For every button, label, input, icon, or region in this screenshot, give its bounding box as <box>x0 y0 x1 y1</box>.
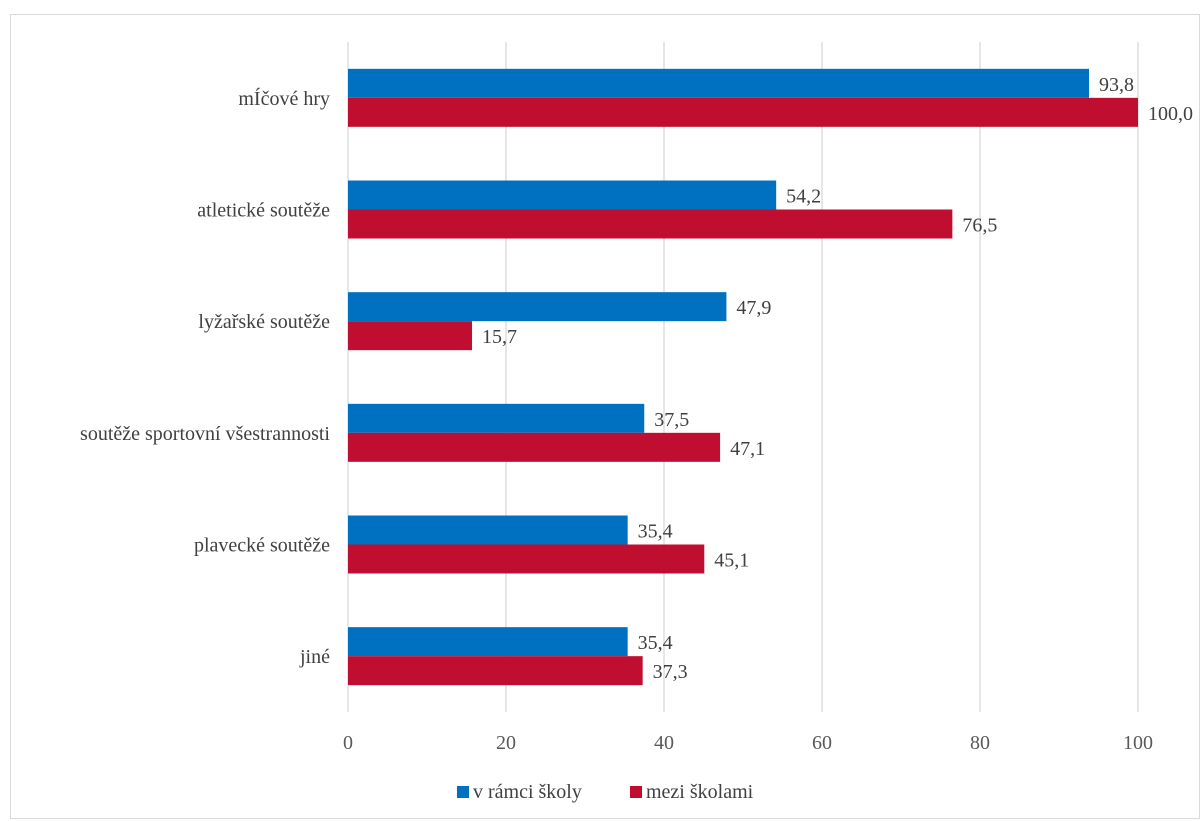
x-tick-label: 0 <box>343 732 353 754</box>
data-label: 47,9 <box>736 297 771 319</box>
bars <box>348 68 1138 686</box>
data-label: 54,2 <box>786 186 821 208</box>
category-label: atletické soutěže <box>197 200 330 222</box>
bar-v-ramci-skoly <box>348 515 628 545</box>
category-label: mÍčové hry <box>238 87 330 110</box>
bar-v-ramci-skoly <box>348 292 727 322</box>
data-label: 76,5 <box>962 215 997 237</box>
bar-v-ramci-skoly <box>348 627 628 657</box>
data-label: 45,1 <box>714 550 749 572</box>
data-label: 47,1 <box>730 438 765 460</box>
bar-mezi-skolami <box>348 656 643 686</box>
bar-v-ramci-skoly <box>348 180 777 210</box>
legend-swatch-v-ramci-skoly <box>457 786 469 798</box>
category-labels: mÍčové hry atletické soutěže lyžařské sout… <box>80 87 330 668</box>
data-label: 93,8 <box>1099 74 1134 96</box>
legend-label-mezi-skolami: mezi školami <box>646 781 754 803</box>
category-label: lyžařské soutěže <box>198 311 330 333</box>
data-label: 37,3 <box>653 661 688 683</box>
gridlines <box>347 42 1139 712</box>
data-label: 100,0 <box>1148 103 1193 125</box>
x-tick-label: 80 <box>970 732 990 754</box>
legend: v rámci školy mezi školami <box>457 781 754 803</box>
x-tick-label: 100 <box>1123 732 1153 754</box>
x-tick-label: 20 <box>496 732 516 754</box>
legend-label-v-ramci-skoly: v rámci školy <box>473 781 582 803</box>
data-label: 37,5 <box>654 409 689 431</box>
category-label: jiné <box>299 646 330 668</box>
x-tick-label: 60 <box>812 732 832 754</box>
legend-swatch-mezi-skolami <box>630 786 642 798</box>
category-label: soutěže sportovní všestrannosti <box>80 423 330 445</box>
category-label: plavecké soutěže <box>194 535 330 557</box>
bar-v-ramci-skoly <box>348 403 645 433</box>
data-label: 15,7 <box>482 326 517 348</box>
chart-frame <box>10 14 1200 819</box>
bar-mezi-skolami <box>348 544 705 574</box>
x-tick-label: 40 <box>654 732 674 754</box>
bar-mezi-skolami <box>348 209 953 239</box>
bar-v-ramci-skoly <box>348 68 1090 98</box>
bar-mezi-skolami <box>348 432 721 462</box>
x-tick-labels: 0 20 40 60 80 100 <box>343 732 1153 754</box>
data-label: 35,4 <box>638 521 673 543</box>
data-labels: 93,8 100,0 54,2 76,5 47,9 15,7 37,5 47,1 35,4 45,… <box>482 74 1193 683</box>
bar-mezi-skolami <box>348 97 1138 127</box>
data-label: 35,4 <box>638 632 673 654</box>
bar-mezi-skolami <box>348 321 473 351</box>
